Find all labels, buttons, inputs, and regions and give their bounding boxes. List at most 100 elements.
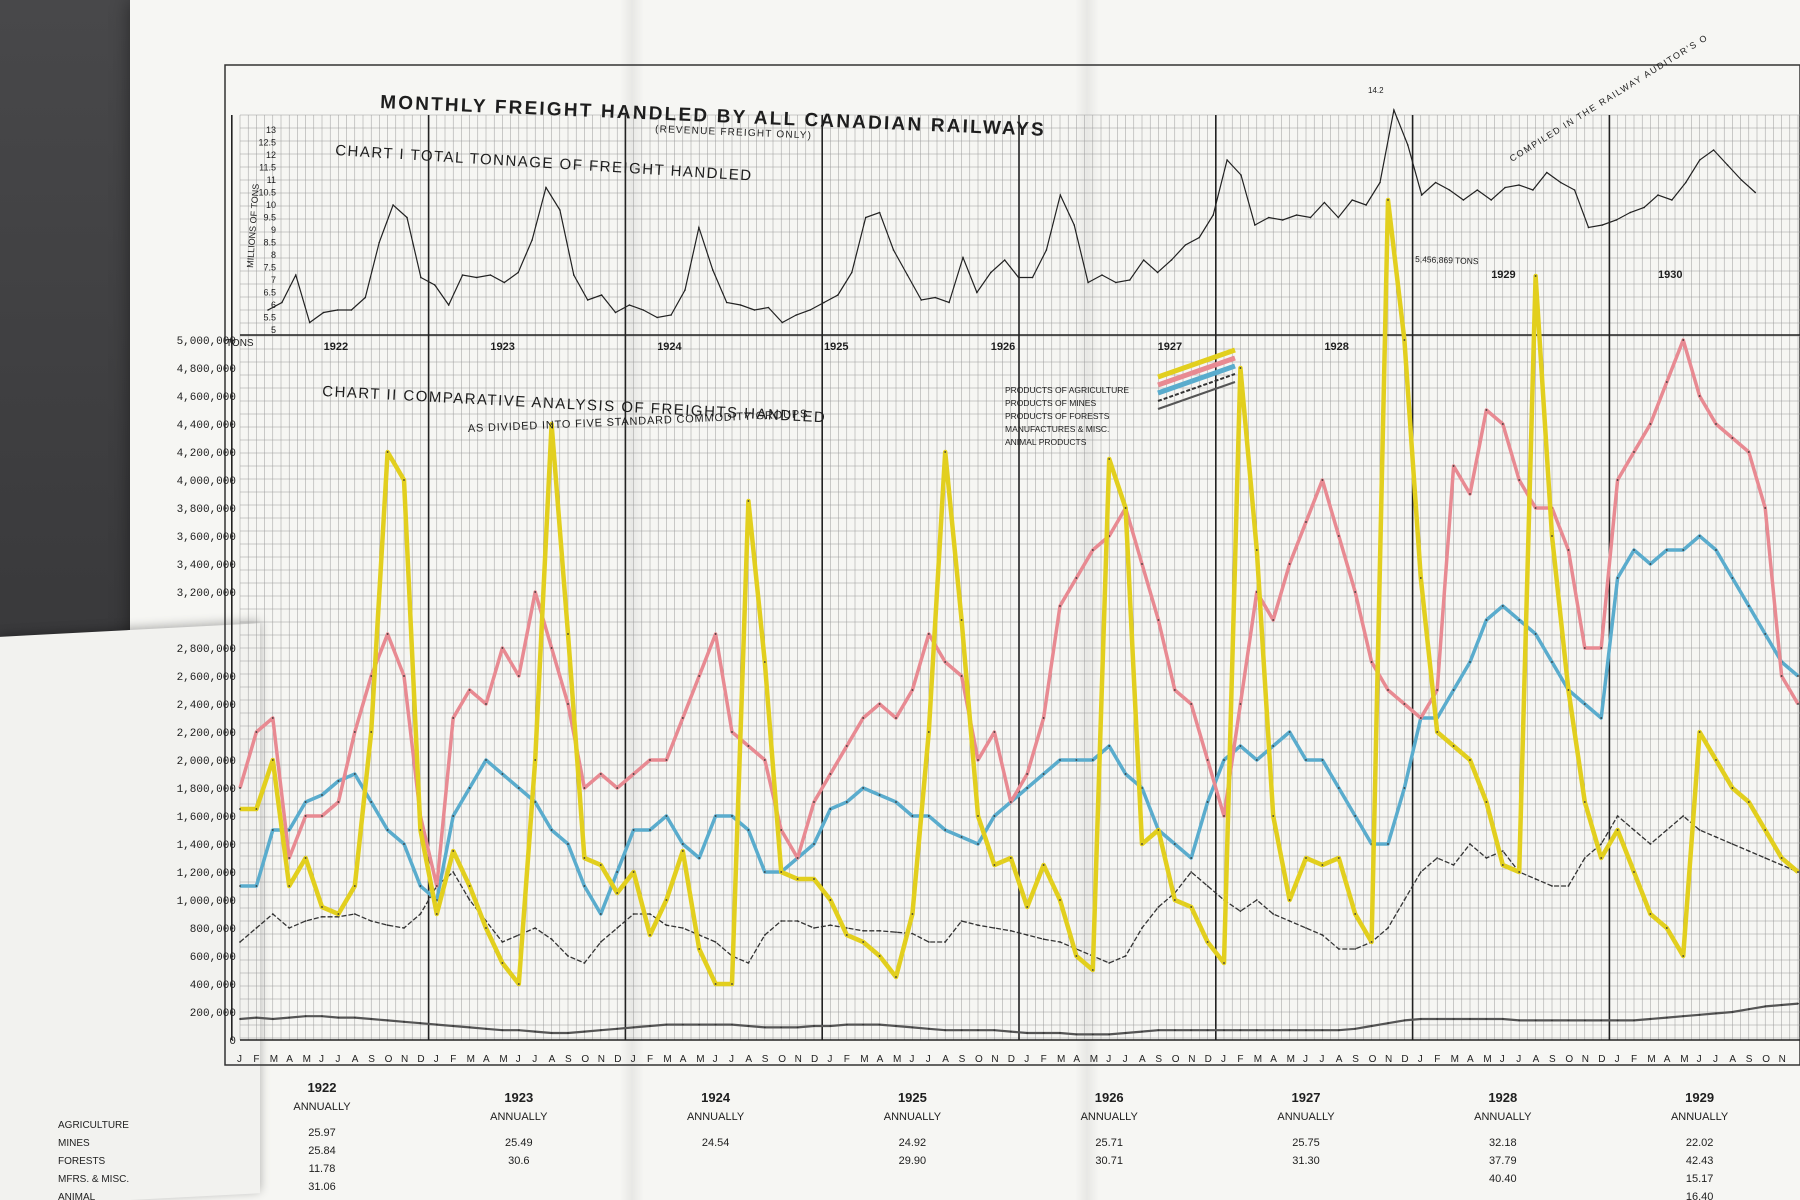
point-products-of-agriculture (665, 899, 668, 901)
point-products-of-forests (911, 815, 914, 817)
point-products-of-agriculture (485, 927, 487, 929)
month-tick: M (663, 1054, 671, 1065)
annual-value: 30.6 (508, 1155, 529, 1167)
point-animal-products (1305, 1029, 1307, 1032)
month-tick: A (942, 1054, 949, 1065)
point-total-tonnage (1712, 149, 1715, 151)
point-manufactures-misc (796, 920, 799, 922)
point-products-of-agriculture (1797, 871, 1799, 873)
point-products-of-mines (435, 885, 438, 887)
annual-label: ANNUALLY (293, 1101, 351, 1113)
point-products-of-forests (1469, 661, 1471, 663)
point-products-of-mines (1731, 437, 1734, 439)
point-manufactures-misc (977, 924, 979, 927)
point-animal-products (1780, 1004, 1783, 1006)
point-products-of-forests (813, 843, 815, 845)
point-animal-products (1600, 1019, 1603, 1022)
point-manufactures-misc (550, 938, 553, 941)
point-products-of-agriculture (747, 500, 750, 502)
month-tick: D (1401, 1054, 1408, 1065)
point-products-of-mines (845, 745, 848, 747)
point-products-of-forests (1141, 787, 1143, 789)
point-total-tonnage (753, 309, 756, 311)
point-manufactures-misc (271, 913, 274, 915)
point-products-of-forests (485, 759, 487, 761)
point-products-of-mines (632, 773, 635, 775)
point-manufactures-misc (255, 927, 258, 929)
month-tick: F (253, 1054, 259, 1065)
chart1-year-label: 1922 (324, 341, 348, 353)
month-tick: O (1369, 1054, 1377, 1065)
annual-year: 1924 (701, 1090, 731, 1105)
point-products-of-mines (239, 787, 241, 789)
chart1-year-label: 1928 (1324, 341, 1348, 353)
point-products-of-agriculture (681, 850, 684, 852)
point-animal-products (665, 1023, 668, 1026)
point-products-of-forests (517, 787, 520, 789)
point-products-of-agriculture (780, 871, 783, 873)
chart1-ylabel: MILLIONS OF TONS (245, 183, 261, 268)
point-products-of-mines (370, 675, 373, 677)
month-tick: N (1779, 1054, 1786, 1065)
point-total-tonnage (1142, 259, 1145, 261)
point-products-of-mines (780, 829, 783, 831)
month-tick: J (631, 1054, 636, 1065)
month-tick: D (614, 1054, 621, 1065)
point-products-of-forests (419, 885, 422, 887)
point-animal-products (829, 1025, 832, 1027)
point-manufactures-misc (353, 913, 356, 915)
point-total-tonnage (1073, 224, 1075, 226)
point-products-of-forests (895, 801, 897, 803)
point-products-of-agriculture (1059, 899, 1061, 901)
point-total-tonnage (1031, 276, 1034, 279)
point-products-of-mines (829, 773, 832, 775)
point-products-of-forests (731, 815, 733, 817)
point-products-of-mines (255, 731, 258, 733)
point-products-of-forests (1337, 787, 1340, 789)
legend-animal: ANIMAL PRODUCTS (1005, 437, 1087, 447)
annual-label: ANNUALLY (1081, 1111, 1139, 1123)
point-animal-products (1633, 1019, 1635, 1022)
month-tick: M (1090, 1054, 1098, 1065)
point-products-of-mines (1354, 591, 1357, 593)
point-total-tonnage (851, 271, 853, 274)
point-manufactures-misc (1108, 962, 1111, 964)
month-tick: M (1451, 1054, 1459, 1065)
point-products-of-forests (1288, 731, 1291, 733)
point-total-tonnage (628, 304, 631, 306)
annual-value: 31.30 (1292, 1155, 1320, 1167)
point-total-tonnage (809, 309, 811, 311)
annual-value: 32.18 (1489, 1137, 1517, 1149)
paper-fold (1075, 0, 1099, 1200)
point-animal-products (632, 1026, 635, 1029)
annual-year: 1925 (898, 1090, 927, 1105)
point-total-tonnage (823, 301, 825, 304)
chart2-y-tick: 2,000,000 (177, 756, 236, 768)
point-products-of-mines (517, 675, 520, 677)
annual-value: 42.43 (1686, 1155, 1714, 1167)
point-products-of-mines (813, 801, 815, 803)
point-animal-products (1387, 1022, 1389, 1025)
month-tick: F (844, 1054, 850, 1065)
point-total-tonnage (600, 294, 603, 296)
point-products-of-agriculture (813, 878, 815, 880)
point-total-tonnage (878, 211, 881, 214)
point-animal-products (747, 1025, 750, 1027)
annual-value: 25.49 (505, 1137, 533, 1149)
point-animal-products (927, 1027, 930, 1030)
month-tick: A (1729, 1054, 1736, 1065)
point-total-tonnage (1379, 181, 1381, 184)
month-tick: J (1697, 1054, 1702, 1065)
point-animal-products (1747, 1008, 1750, 1011)
month-tick: O (1565, 1054, 1573, 1065)
month-tick: M (1483, 1054, 1491, 1065)
point-animal-products (1797, 1002, 1799, 1005)
month-tick: F (647, 1054, 653, 1065)
point-total-tonnage (1017, 276, 1020, 279)
annual-row-label: AGRICULTURE (58, 1120, 129, 1131)
month-tick: J (335, 1054, 340, 1065)
point-manufactures-misc (1059, 941, 1061, 943)
point-manufactures-misc (1747, 850, 1750, 852)
point-total-tonnage (281, 301, 283, 304)
point-products-of-agriculture (550, 423, 553, 425)
